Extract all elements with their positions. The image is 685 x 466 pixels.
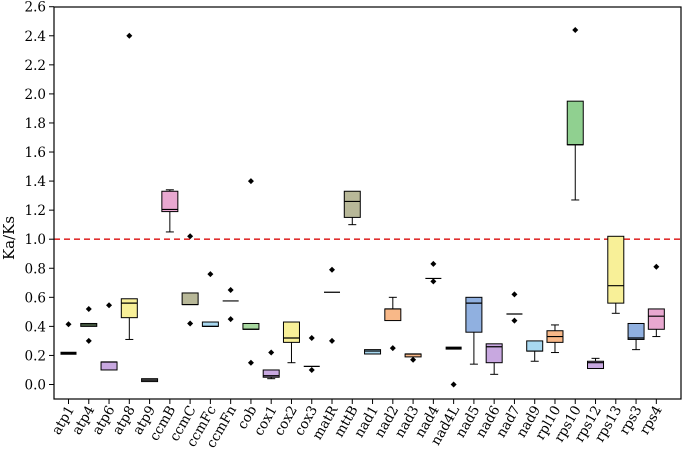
box-flier [126,32,133,39]
box-matR [324,266,341,344]
box-flier [65,321,72,328]
y-tick-label: 2.6 [25,0,46,16]
y-axis-title: Ka/Ks [0,216,18,260]
y-tick-label: 0.4 [25,319,46,335]
box-flier [247,359,254,366]
y-tick-label: 1.0 [25,232,46,248]
y-tick-label: 2.2 [25,58,46,74]
box-ccmFn [222,287,239,323]
box-cob [242,178,260,366]
y-tick-label: 0.6 [25,290,46,306]
box-flier [430,278,437,285]
x-axis-ticks: atp1atp4atp6atp8atp9ccmBccmCccmFcccmFnco… [49,399,666,451]
box-mttB [343,190,361,226]
box-nad3 [404,353,422,363]
box-nad4 [425,260,442,285]
box-rps12 [587,357,605,370]
box-flier [572,26,579,33]
box-body [587,360,605,370]
box-ccmC [181,233,199,327]
box-atp9 [141,378,159,383]
box-body [627,322,645,340]
box-body [161,190,179,213]
y-tick-label: 0.8 [25,261,46,277]
box-flier [653,263,660,270]
box-rpl10 [546,324,564,354]
box-flier [329,337,336,344]
box-body [607,235,625,304]
box-flier [511,317,518,324]
box-body [485,343,503,364]
box-flier [268,349,275,356]
box-body [201,321,219,327]
box-body [282,321,300,343]
box-flier [187,320,194,327]
box-body [566,100,584,146]
box-body [465,296,483,333]
y-tick-label: 0.2 [25,348,46,364]
box-nad5 [465,296,483,365]
box-body [181,292,199,306]
box-atp1 [60,321,77,355]
y-tick-label: 1.6 [25,145,46,161]
box-flier [106,302,113,309]
box-body [343,190,361,218]
box-rps3 [627,322,645,351]
box-rps10 [566,26,584,201]
box-flier [85,337,92,344]
box-nad2 [384,296,402,352]
y-tick-label: 1.4 [25,174,46,190]
box-flier [511,291,518,298]
box-flier [85,305,92,312]
box-flier [247,178,254,185]
box-nad1 [364,349,382,355]
y-tick-label: 0.0 [25,378,46,394]
box-atp6 [100,302,118,371]
box-body [120,298,138,319]
box-ccmFc [201,271,219,327]
box-flier [187,233,194,240]
box-cox1 [262,349,280,380]
box-rps13 [607,235,625,314]
box-flier [207,271,214,278]
plot-frame [53,6,682,400]
box-body [647,308,665,330]
box-flier [430,260,437,267]
box-atp4 [80,305,98,344]
box-nad6 [485,343,503,375]
y-axis-ticks: 0.0 0.2 0.4 0.6 0.8 1.0 1.2 1.4 1.6 1.8 2.0 2.2 2.4 2… [25,0,54,394]
box-series [60,26,665,388]
box-atp8 [120,32,138,340]
box-flier [389,345,396,352]
box-nad4L [445,346,462,388]
box-flier [450,381,457,388]
box-body [364,349,382,355]
box-body [100,361,118,371]
box-body [262,369,280,378]
box-ccmB [161,189,179,233]
box-flier [410,356,417,363]
y-tick-label: 1.8 [25,116,46,132]
y-tick-label: 2.0 [25,87,46,103]
box-cox2 [282,321,300,364]
box-nad9 [526,340,544,362]
y-tick-label: 2.4 [25,29,46,45]
box-flier [308,335,315,342]
box-nad7 [506,291,523,324]
box-flier [329,266,336,273]
box-flier [227,316,234,323]
box-cox3 [303,335,320,373]
y-tick-label: 1.2 [25,203,46,219]
box-flier [308,366,315,373]
box-body [384,308,402,322]
box-body [242,322,260,330]
box-rps4 [647,263,665,338]
box-body [526,340,544,352]
box-flier [227,287,234,294]
